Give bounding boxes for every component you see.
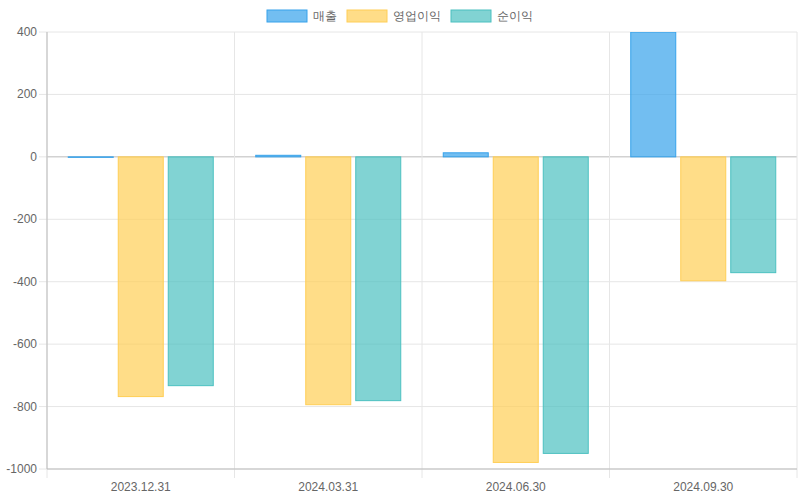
x-tick-label: 2023.12.31 — [111, 480, 171, 494]
tick-mark — [39, 406, 47, 407]
bar — [306, 157, 351, 405]
y-tick-label: -400 — [13, 275, 37, 289]
bar — [631, 32, 676, 157]
chart: -1000 -800 -600 -400 -200 0 200 400 2023.12.31 20… — [0, 0, 800, 500]
tick-mark — [39, 32, 47, 33]
bar — [356, 157, 401, 401]
bar — [68, 156, 113, 158]
tick-mark — [39, 156, 47, 157]
legend-label: 영업이익 — [393, 9, 441, 23]
x-axis-line — [47, 469, 797, 470]
v-grid-line — [47, 32, 48, 478]
chart-container: -1000 -800 -600 -400 -200 0 200 400 2023.12.31 20… — [0, 0, 800, 500]
bar — [681, 157, 726, 281]
y-tick-label: -800 — [13, 400, 37, 414]
x-tick-label: 2024.03.31 — [298, 480, 358, 494]
v-grid-line — [609, 32, 610, 478]
x-tick-label: 2024.06.30 — [486, 480, 546, 494]
bar — [543, 157, 588, 454]
legend-label: 순이익 — [497, 9, 533, 23]
v-grid-line — [234, 32, 235, 478]
legend: 매출 영업이익 순이익 — [267, 9, 533, 23]
bar — [493, 157, 538, 463]
bar — [731, 157, 776, 273]
tick-mark — [39, 219, 47, 220]
v-grid-line — [422, 32, 423, 478]
bar — [256, 155, 301, 157]
bars — [68, 32, 776, 462]
y-tick-label: -600 — [13, 337, 37, 351]
y-tick-label: 200 — [17, 87, 37, 101]
bar — [168, 157, 213, 386]
grid-line — [47, 469, 797, 470]
y-axis-line — [47, 32, 48, 469]
tick-mark — [39, 344, 47, 345]
y-tick-label: -1000 — [6, 462, 37, 476]
y-tick-label: 0 — [30, 150, 37, 164]
tick-mark — [39, 281, 47, 282]
legend-swatch — [347, 10, 387, 22]
bar — [443, 153, 488, 157]
y-tick-label: -200 — [13, 212, 37, 226]
legend-swatch — [451, 10, 491, 22]
x-tick-label: 2024.09.30 — [673, 480, 733, 494]
tick-mark — [39, 94, 47, 95]
legend-swatch — [267, 10, 307, 22]
v-grid-line — [797, 32, 798, 478]
legend-label: 매출 — [313, 9, 337, 23]
y-tick-label: 400 — [17, 25, 37, 39]
bar — [118, 157, 163, 397]
tick-mark — [39, 469, 47, 470]
